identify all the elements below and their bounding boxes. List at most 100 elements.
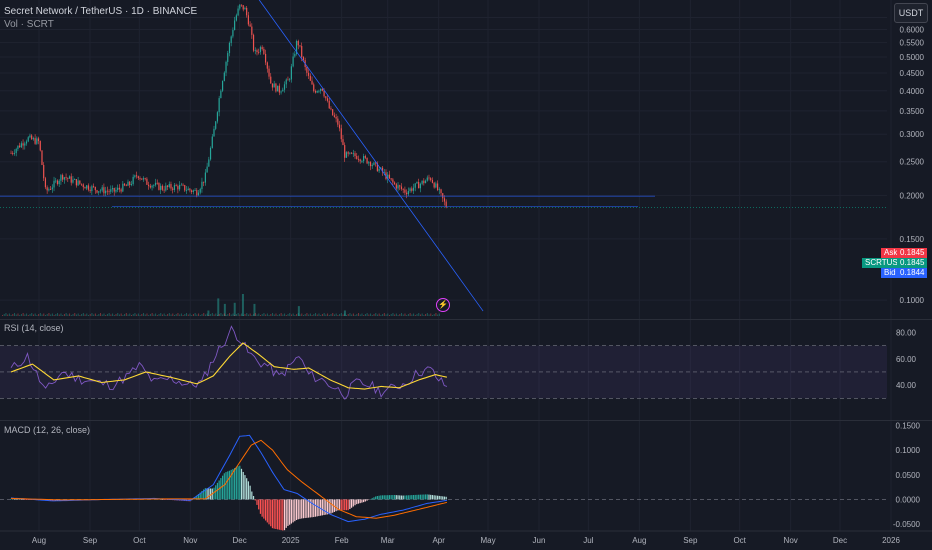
macd-histogram-bar [249, 485, 251, 500]
volume-bar [124, 314, 126, 316]
candle-body [91, 186, 93, 192]
candle-body [352, 153, 354, 155]
candle-body [359, 159, 361, 162]
macd-histogram-bar [421, 494, 423, 500]
candle-body [161, 185, 163, 190]
macd-label[interactable]: MACD (12, 26, close) [4, 425, 91, 435]
macd-histogram-bar [209, 488, 212, 500]
volume-bar [399, 314, 401, 316]
volume-bar [58, 314, 60, 316]
candle-body [137, 176, 139, 179]
candle-body [299, 45, 301, 47]
candle-body [443, 198, 446, 202]
volume-bar [158, 314, 160, 316]
candle-body [436, 183, 439, 191]
candle-body [113, 188, 115, 192]
rsi-label[interactable]: RSI (14, close) [4, 323, 64, 333]
candle-body [98, 191, 100, 193]
volume-bar [129, 313, 131, 316]
macd-histogram-bar [256, 499, 258, 505]
volume-bar [253, 314, 255, 316]
candle-body [289, 79, 291, 81]
volume-bar [423, 315, 425, 316]
macd-tick-label: 0.1000 [896, 446, 921, 455]
volume-bar [430, 313, 432, 316]
volume-bar [7, 314, 9, 316]
candle-body [187, 188, 189, 191]
volume-bar [435, 313, 437, 316]
candle-body [129, 181, 131, 186]
volume-bar [38, 314, 40, 316]
macd-histogram-bar [197, 494, 200, 500]
candle-body [62, 175, 64, 180]
candle-body [363, 156, 365, 162]
volume-bar [421, 313, 423, 316]
macd-histogram-bar [261, 499, 263, 517]
candle-body [232, 30, 234, 37]
macd-tick-label: 0.0000 [896, 495, 921, 504]
volume-bar [120, 313, 122, 316]
candle-body [68, 176, 71, 179]
candle-body [13, 152, 16, 154]
volume-bar [260, 315, 261, 316]
macd-histogram-bar [414, 494, 416, 500]
volume-bar [370, 313, 372, 316]
macd-histogram-bar [320, 499, 322, 516]
macd-histogram-bar [20, 499, 22, 500]
candle-body [48, 189, 50, 191]
volume-bar [196, 314, 198, 316]
currency-button[interactable]: USDT [894, 3, 928, 23]
macd-histogram-bar [443, 496, 446, 500]
candle-body [242, 5, 244, 10]
volume-bar [234, 315, 236, 316]
candle-body [184, 185, 186, 191]
macd-histogram-bar [390, 495, 392, 500]
volume-bar [277, 315, 279, 316]
candle-body [320, 88, 322, 91]
macd-histogram-bar [216, 482, 219, 500]
candle-body [55, 180, 57, 182]
volume-bar [366, 313, 368, 316]
candle-body [388, 174, 391, 179]
volume-bar [204, 314, 206, 316]
volume-bar [233, 302, 236, 316]
price-tick-label: 0.1500 [900, 235, 925, 244]
macd-histogram-bar [290, 499, 292, 524]
candle-body [407, 191, 409, 195]
volume-bar [72, 314, 74, 316]
volume-bar [199, 315, 201, 316]
volume-bar [19, 315, 21, 316]
macd-histogram-bar [307, 499, 310, 518]
candle-body [110, 189, 112, 192]
volume-bar [401, 313, 403, 316]
macd-histogram-bar [15, 499, 17, 500]
price-tick-label: 0.6000 [900, 26, 925, 35]
candle-body [418, 182, 420, 189]
price-tick-label: 0.5000 [900, 53, 925, 62]
candle-body [46, 187, 48, 191]
volume-bar [161, 314, 163, 316]
candle-body [99, 190, 102, 192]
candle-body [101, 187, 103, 191]
candle-body [173, 185, 176, 190]
macd-histogram-bar [349, 499, 351, 510]
candle-body [160, 185, 162, 190]
volume-bar [304, 314, 306, 316]
candle-body [163, 189, 165, 191]
volume-label[interactable]: Vol · SCRT [4, 19, 54, 30]
candle-body [80, 183, 83, 185]
volume-bar [184, 314, 186, 316]
macd-histogram-bar [13, 498, 16, 500]
volume-bar [5, 313, 7, 316]
volume-bar [285, 315, 287, 316]
candle-body [199, 189, 201, 193]
candle-body [105, 190, 107, 194]
macd-histogram-bar [230, 469, 232, 500]
lightning-icon[interactable]: ⚡ [436, 298, 450, 312]
candle-body [406, 192, 408, 195]
candle-body [141, 178, 143, 180]
volume-bar [385, 314, 387, 316]
candle-body [395, 184, 397, 189]
symbol-title[interactable]: Secret Network / TetherUS · 1D · BINANCE [4, 6, 198, 17]
